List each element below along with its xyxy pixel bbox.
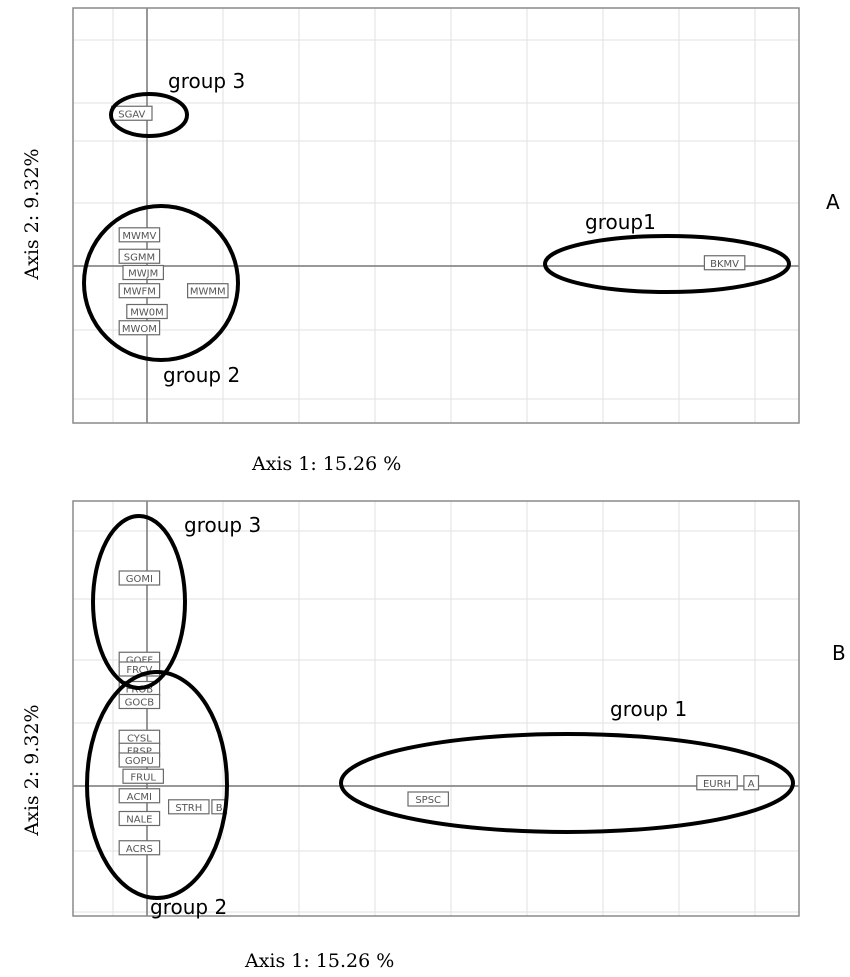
panel-a-point-box: [122, 264, 165, 281]
panel-b-point-text: GOCB: [125, 698, 155, 709]
panel-b-point-box: [122, 768, 165, 784]
panel-b-point-text: GOMI: [126, 574, 153, 585]
panel-b-group3-label: group 3: [184, 513, 261, 537]
panel-b-point-text: SPSC: [415, 795, 441, 806]
panel-a-point-text: MWJM: [128, 269, 158, 280]
panel-b-grid: [73, 501, 799, 916]
panel-b-point-text: GOPU: [125, 756, 154, 767]
panel-a-point-box: [703, 255, 746, 271]
panel-b-point-label: ACRS: [118, 840, 161, 856]
panel-b-point-box: [118, 570, 161, 586]
panel-a-group1-label: group1: [585, 210, 656, 234]
panel-a-point-label: MWFM: [118, 283, 161, 299]
panel-b-group1-label: group 1: [610, 697, 687, 721]
panel-b-point-text: NALE: [126, 815, 152, 826]
panel-b-point-text: FRUL: [130, 772, 156, 783]
panel-b-point-text: EURH: [703, 779, 731, 790]
panel-b-y-axis-title: Axis 2: 9.32%: [21, 704, 43, 836]
panel-a: SGAV MWMV SGMM MWJM MWFM MWMM MW0M MWOM BKMV gro…: [21, 7, 840, 475]
panel-a-point-box: [126, 303, 168, 320]
panel-b-x-axis-title: Axis 1: 15.26 %: [244, 950, 394, 972]
panel-b-group1-ellipse: [339, 732, 795, 834]
panel-a-point-text: MWFM: [123, 287, 156, 298]
panel-a-point-box: [118, 320, 161, 336]
panel-a-point-text: SGAV: [118, 109, 145, 120]
panel-a-point-box: [118, 283, 161, 299]
panel-a-point-label: MWOM: [118, 320, 161, 336]
panel-b-point-text: ACMI: [127, 792, 152, 803]
panel-b-point-text: A: [748, 779, 755, 790]
panel-b-point-text: STRH: [175, 803, 202, 814]
panel-a-points: SGAV MWMV SGMM MWJM MWFM MWMM MW0M MWOM BKMV: [110, 105, 746, 336]
panel-b-point-text: B: [216, 803, 223, 814]
panel-b-point-box: [407, 791, 450, 807]
panel-a-point-box: [118, 248, 161, 264]
panel-a-x-axis-title: Axis 1: 15.26 %: [251, 453, 401, 475]
panel-a-point-text: MW0M: [130, 308, 164, 319]
panel-a-frame: [72, 7, 800, 424]
panel-a-group3-label: group 3: [168, 69, 245, 93]
panel-a-point-box: [118, 227, 161, 243]
panel-b-point-text: FRSP: [127, 746, 152, 757]
panel-b-point-text: FRCV: [126, 665, 152, 676]
panel-a-point-text: MWMV: [122, 231, 156, 242]
panel-b-frame: [72, 500, 800, 917]
panel-a-group2-label: group 2: [163, 363, 240, 387]
panel-b-point-box: [118, 810, 161, 827]
panel-a-point-label: MW0M: [126, 303, 168, 320]
panel-b-point-label: FRUL: [122, 768, 165, 784]
panel-b-point-text: FROB: [126, 685, 154, 696]
panel-a-point-text: BKMV: [710, 259, 739, 270]
panel-a-point-label: MWMV: [118, 227, 161, 243]
panel-a-point-text: MWMM: [190, 287, 226, 298]
panel-b-group2-label: group 2: [150, 895, 227, 919]
panel-b-point-box: [168, 799, 210, 815]
panel-b-point-label: STRH: [168, 799, 210, 815]
panel-b-point-label: CYSL: [118, 729, 161, 745]
panel-a-point-box: [187, 283, 229, 299]
panel-b-point-text: ACRS: [126, 844, 153, 855]
panel-b-point-label: SPSC: [407, 791, 450, 807]
panel-b-point-box: [118, 788, 161, 804]
panel-b-point-label: GOPU: [118, 752, 161, 768]
panel-a-point-label: MWJM: [122, 264, 165, 281]
panel-a-point-text: SGMM: [124, 252, 155, 263]
panel-b-point-label: GOCB: [118, 693, 161, 710]
panel-a-group3-ellipse: [109, 92, 189, 138]
panel-b-point-label: GOMI: [118, 570, 161, 586]
panel-a-point-label: BKMV: [703, 255, 746, 271]
panel-a-group2-ellipse: [82, 204, 240, 362]
panel-a-letter: A: [826, 190, 840, 214]
panel-a-grid: [73, 8, 799, 423]
panel-a-y-axis-title: Axis 2: 9.32%: [21, 148, 43, 280]
panel-b-group2-ellipse: [85, 670, 229, 900]
panel-a-point-text: MWOM: [122, 324, 157, 335]
panel-b-point-text: CYSL: [127, 733, 152, 744]
panel-a-point-label: SGMM: [118, 248, 161, 264]
panel-b-point-box: [118, 693, 161, 710]
panel-b-letter: B: [832, 641, 846, 665]
panel-b-point-box: [696, 775, 738, 791]
panel-a-point-label: MWMM: [187, 283, 229, 299]
panel-b-point-label: ACMI: [118, 788, 161, 804]
panel-b-point-text: GOFF: [126, 655, 153, 666]
panel-b-point-box: [118, 752, 161, 768]
panel-b-point-box: [118, 840, 161, 856]
panel-a-group1-ellipse: [543, 234, 791, 294]
panel-b-point-box: [743, 775, 760, 791]
panel-b-point-label: NALE: [118, 810, 161, 827]
panel-b-group3-ellipse: [91, 514, 187, 690]
panel-b-point-label: A: [743, 775, 760, 791]
panel-a-point-label: SGAV: [110, 105, 153, 121]
panel-b-point-label: EURH: [696, 775, 738, 791]
